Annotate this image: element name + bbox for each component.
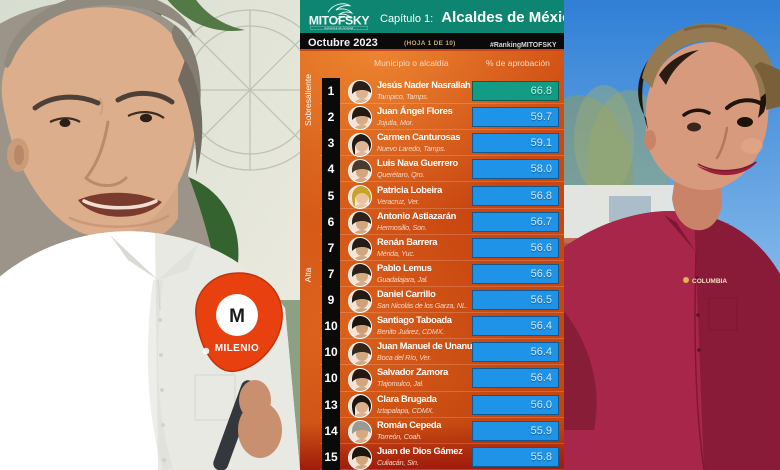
svg-text:MITOFSKY: MITOFSKY xyxy=(309,13,371,27)
svg-text:M: M xyxy=(229,306,245,327)
svg-text:COLUMBIA: COLUMBIA xyxy=(692,278,727,285)
svg-text:ESTUDIOS DE OPINION: ESTUDIOS DE OPINION xyxy=(325,28,354,30)
svg-text:MILENIO: MILENIO xyxy=(215,343,259,354)
